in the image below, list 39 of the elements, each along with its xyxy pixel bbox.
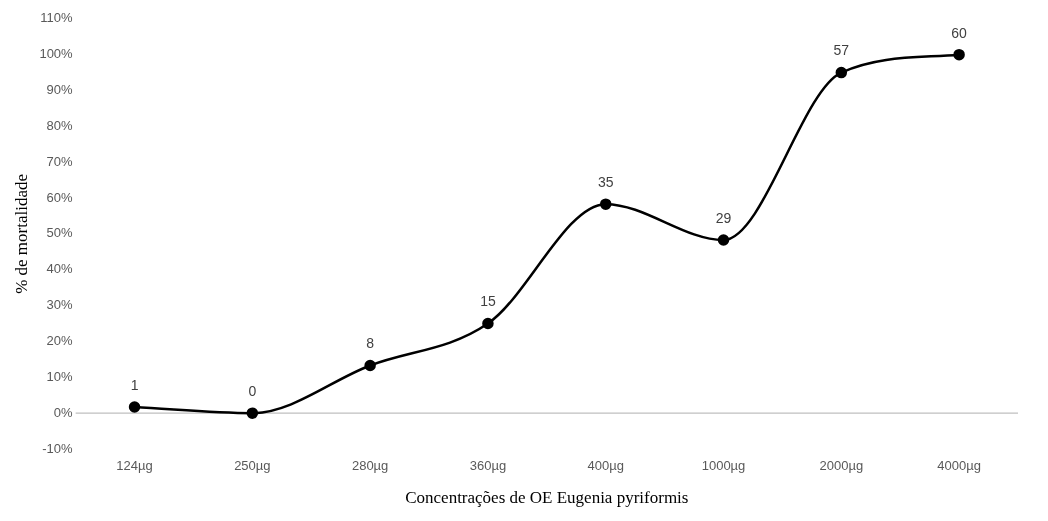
x-tick-label: 360µg: [469, 458, 507, 474]
y-tick-label: 40%: [46, 261, 74, 277]
x-tick-label: 250µg: [234, 458, 271, 474]
point: [128, 401, 141, 413]
y-tick-label: 10%: [46, 368, 74, 384]
x-axis-title: Concentrações de OE Eugenia pyriformis: [405, 488, 689, 508]
point: [953, 48, 965, 61]
y-tick-label: -10%: [42, 440, 74, 456]
x-tick-label: 400µg: [587, 458, 624, 474]
x-tick-label: 1000µg: [701, 458, 746, 474]
annotation: 8: [366, 335, 375, 352]
y-tick-label: 100%: [39, 46, 74, 62]
y-tick-label: 50%: [46, 225, 74, 241]
annotation: 29: [715, 209, 732, 226]
y-axis-title: % de mortalidade: [11, 173, 31, 294]
y-tick-label: 80%: [46, 117, 74, 133]
y-tick-label: 110%: [40, 10, 74, 26]
x-tick-label: 2000µg: [819, 458, 864, 474]
point: [717, 234, 730, 246]
point: [482, 317, 494, 330]
x-tick-label: 280µg: [351, 458, 389, 474]
point: [599, 198, 612, 210]
x-tick-label: 4000µg: [937, 458, 981, 474]
y-tick-label: 30%: [46, 297, 74, 313]
y-tick-label: 60%: [46, 189, 74, 205]
annotation: 1: [130, 376, 139, 393]
annotation: 0: [248, 383, 257, 400]
annotation: 60: [951, 24, 968, 41]
annotation: 15: [480, 293, 496, 310]
annotation: 35: [597, 174, 614, 190]
y-tick-label: 90%: [46, 82, 74, 98]
point: [246, 407, 259, 419]
x-tick-label: 124µg: [116, 458, 153, 474]
point: [835, 66, 848, 79]
annotation: 57: [833, 42, 850, 59]
y-tick-label: 70%: [46, 153, 74, 169]
y-tick-label: 0%: [53, 404, 74, 420]
point: [364, 359, 376, 372]
y-tick-label: 20%: [46, 333, 74, 349]
